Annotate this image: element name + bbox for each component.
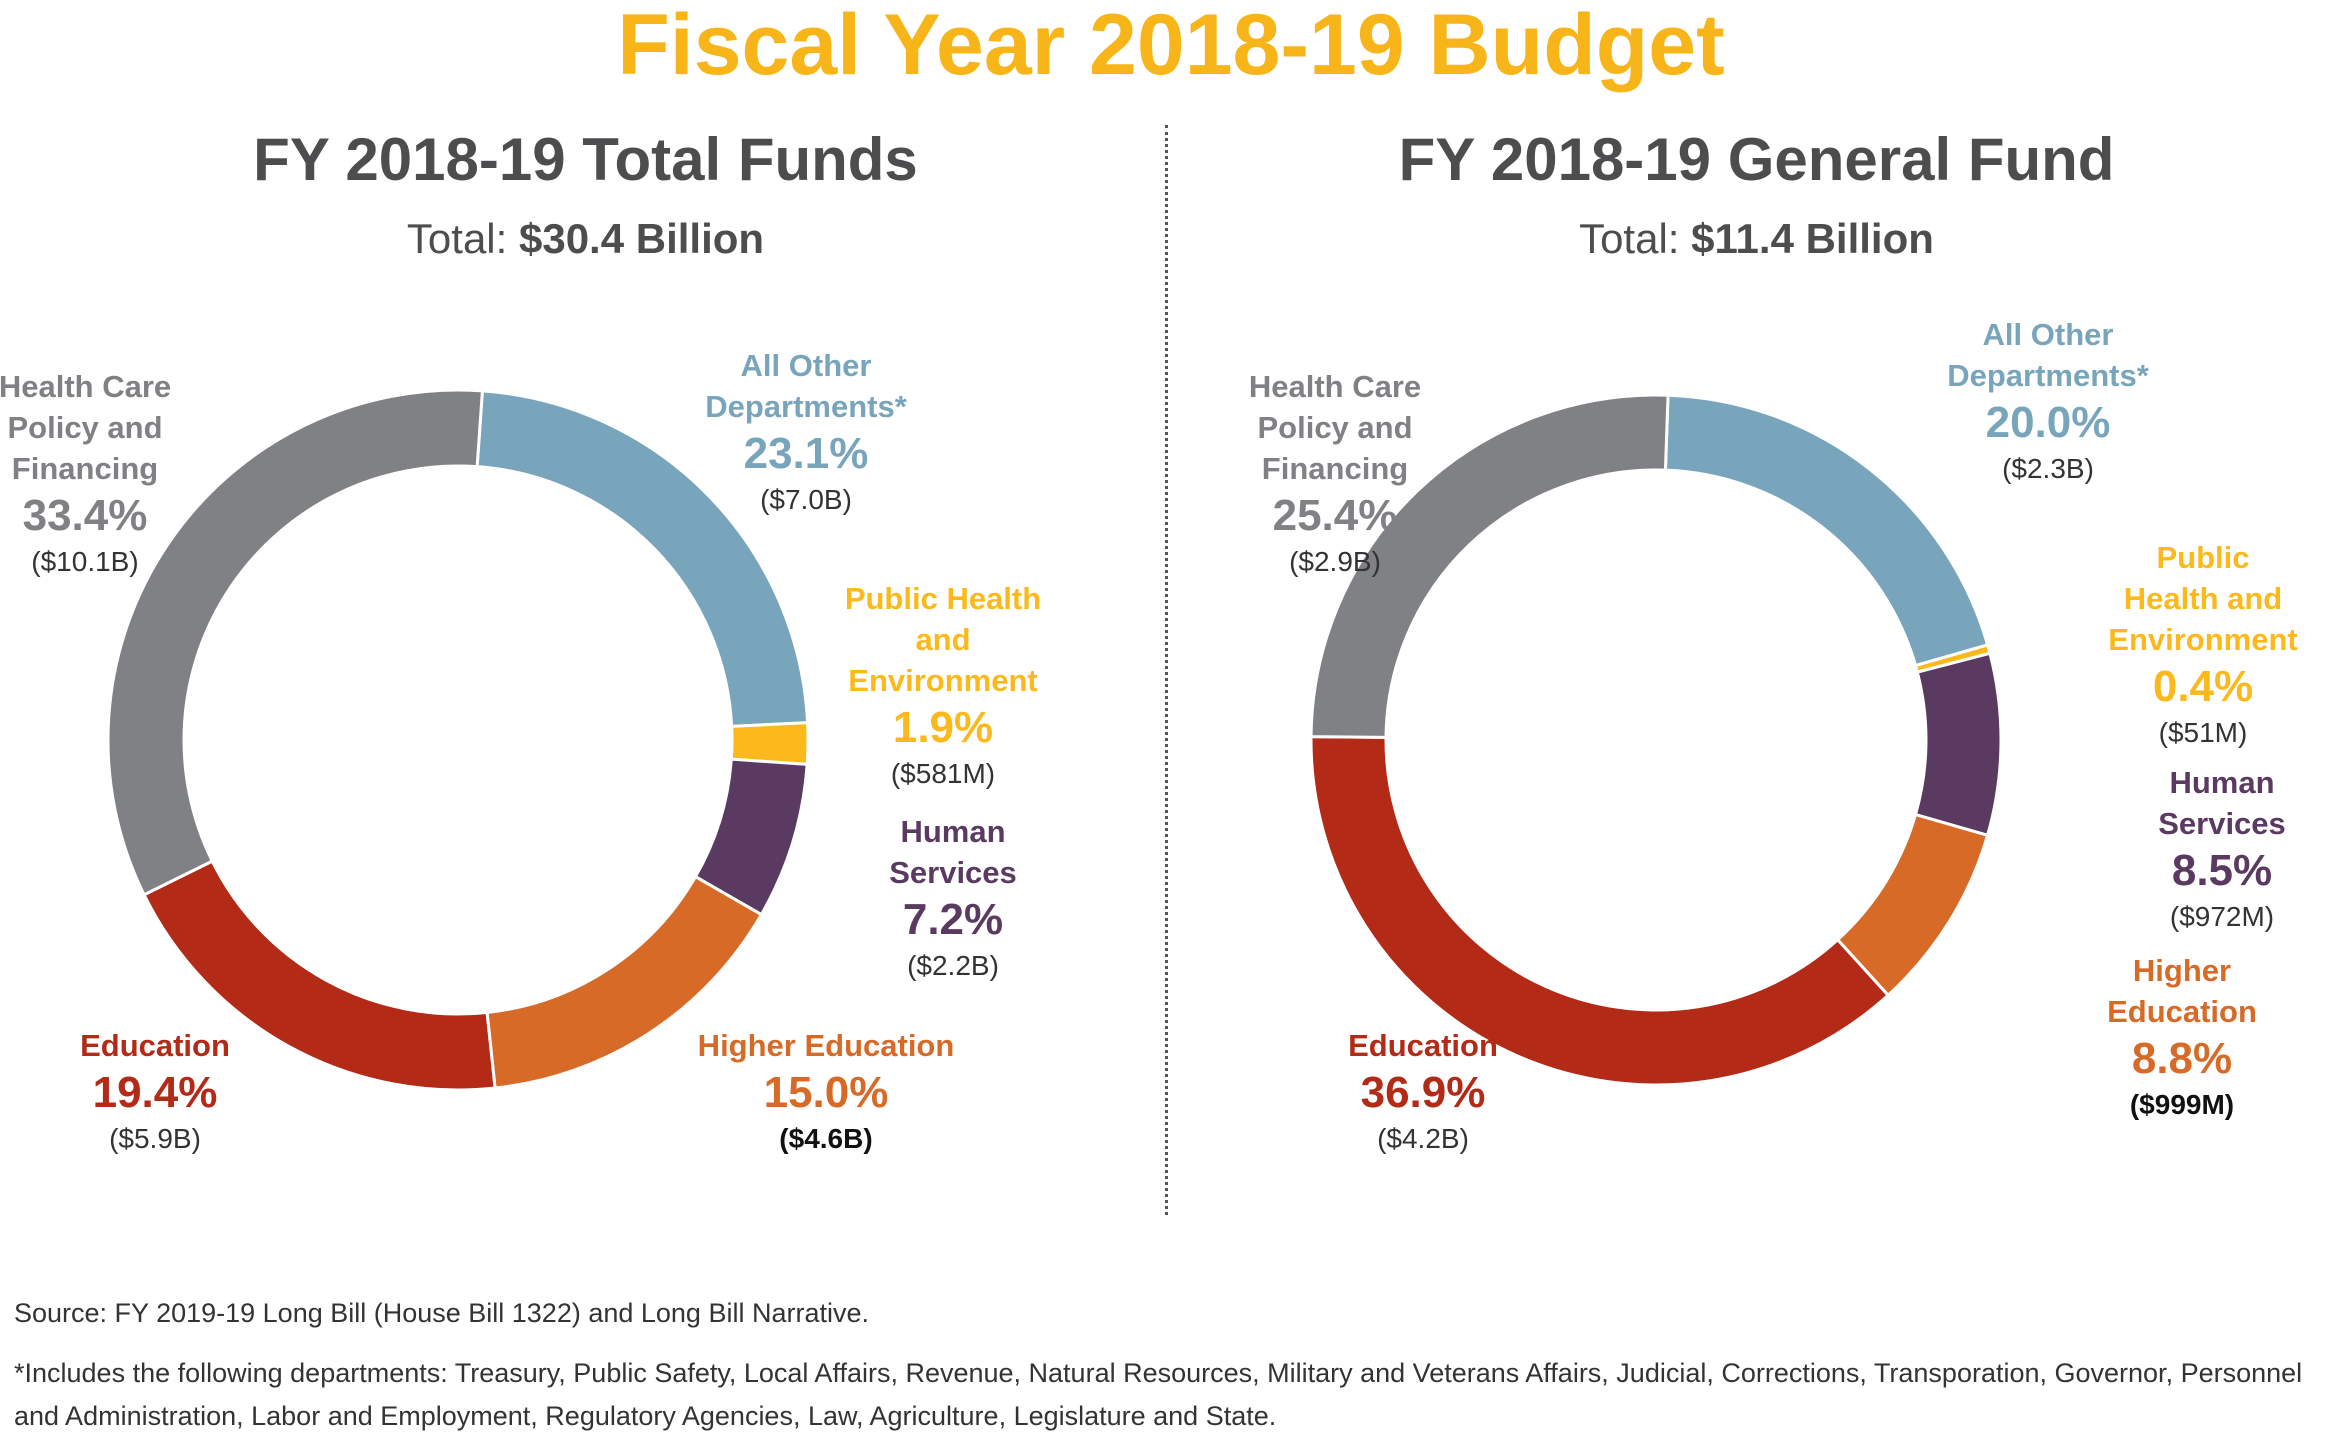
slice-all-other-departments [1663,393,1990,668]
slice-health-care-policy-and-financing [106,388,485,897]
slice-name: Health Care Policy and Financing [1248,369,1422,486]
slice-percent: 8.8% [2131,1034,2233,1083]
slice-name: Health Care Policy and Financing [0,369,172,486]
slice-name: Higher Education [2107,953,2257,1029]
slice-name: Higher Education [697,1028,955,1063]
slice-amount: ($2.9B) [1289,546,1381,577]
slice-label-human-services: Human Services 8.5% ($972M) [2158,762,2286,936]
slice-amount: ($10.1B) [31,546,139,577]
slice-name: Public Health and Environment [844,581,1042,698]
slice-label-education: Education 19.4% ($5.9B) [80,1025,230,1158]
total-value: $11.4 Billion [1691,215,1934,262]
slice-name: Human Services [889,814,1017,890]
slice-amount: ($581M) [890,758,996,789]
slice-label-human-services: Human Services 7.2% ($2.2B) [844,811,1062,985]
slice-percent: 7.2% [902,895,1004,944]
slice-label-public-health-and-environment: Public Health and Environment 1.9% ($581M) [829,578,1057,793]
total-funds-donut [106,388,810,1092]
slice-amount: ($2.3B) [2002,453,2094,484]
panel-divider [1165,125,1168,1215]
general-fund-donut [1309,393,2003,1087]
total-label: Total: [1579,215,1680,262]
slice-percent: 8.5% [2171,846,2273,895]
slice-label-health-care-policy-and-financing: Health Care Policy and Financing 25.4% ($2… [1249,366,1421,581]
total-funds-panel: FY 2018-19 Total Funds Total: $30.4 Bill… [0,0,1171,1260]
slice-name: Education [80,1028,230,1063]
slice-percent: 23.1% [743,429,869,478]
slice-name: Human Services [2158,765,2286,841]
source-note: Source: FY 2019-19 Long Bill (House Bill… [14,1298,869,1328]
slice-name: Education [1348,1028,1498,1063]
slice-amount: ($972M) [2169,901,2275,932]
slice-health-care-policy-and-financing [1309,393,1670,739]
slice-amount: ($2.2B) [907,950,999,981]
slice-label-health-care-policy-and-financing: Health Care Policy and Financing 33.4% ($1… [0,366,171,581]
chart-total: Total: $11.4 Billion [1171,215,2342,263]
slice-label-education: Education 36.9% ($4.2B) [1348,1025,1498,1158]
slice-name: All Other Departments* [1947,317,2149,393]
slice-label-all-other-departments: All Other Departments* 23.1% ($7.0B) [705,345,907,519]
slice-percent: 15.0% [763,1068,889,1117]
chart-total: Total: $30.4 Billion [0,215,1171,263]
slice-education [1309,735,1891,1087]
slice-name: All Other Departments* [705,348,907,424]
slice-public-health-and-environment [729,721,810,767]
total-label: Total: [406,215,508,262]
slice-label-all-other-departments: All Other Departments* 20.0% ($2.3B) [1947,314,2149,488]
footnote: *Includes the following departments: Tre… [14,1358,2303,1431]
slice-amount: ($51M) [2158,717,2248,748]
slice-amount: ($7.0B) [760,484,852,515]
slice-percent: 19.4% [92,1068,218,1117]
slice-amount: ($4.2B) [1377,1123,1469,1154]
slice-percent: 20.0% [1985,398,2111,447]
slice-percent: 36.9% [1360,1068,1486,1117]
slice-percent: 25.4% [1272,491,1398,540]
slice-human-services [1913,651,2003,838]
slice-percent: 1.9% [892,703,994,752]
page-title: Fiscal Year 2018-19 Budget [617,0,1725,93]
slice-name: Public Health and Environment [2108,540,2298,657]
slice-label-public-health-and-environment: Public Health and Environment 0.4% ($51M) [2108,537,2297,752]
slice-amount: ($4.6B) [779,1123,873,1154]
slice-amount: ($5.9B) [109,1123,201,1154]
slice-percent: 33.4% [22,491,148,540]
chart-title: FY 2018-19 Total Funds [253,126,918,193]
total-value: $30.4 Billion [518,215,765,262]
general-fund-panel: FY 2018-19 General Fund Total: $11.4 Bil… [1171,0,2342,1260]
slice-label-higher-education: Higher Education 8.8% ($999M) [2102,950,2262,1124]
chart-title: FY 2018-19 General Fund [1398,126,2115,193]
slice-label-higher-education: Higher Education 15.0% ($4.6B) [698,1025,955,1158]
slice-amount: ($999M) [2129,1089,2235,1120]
slice-percent: 0.4% [2152,662,2254,711]
